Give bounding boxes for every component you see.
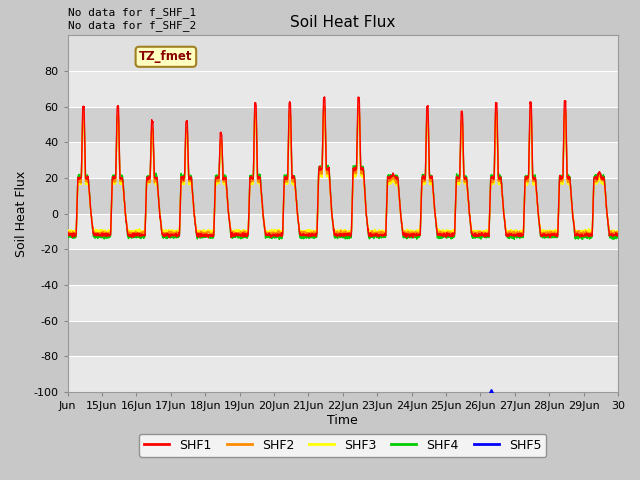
Legend: SHF1, SHF2, SHF3, SHF4, SHF5: SHF1, SHF2, SHF3, SHF4, SHF5: [140, 434, 547, 457]
Text: TZ_fmet: TZ_fmet: [139, 50, 193, 63]
Bar: [68, 249, 618, 285]
Bar: [68, 321, 618, 356]
Bar: [68, 356, 618, 392]
Bar: [68, 178, 618, 214]
Bar: [68, 285, 618, 321]
Bar: [68, 214, 618, 249]
Bar: [68, 71, 618, 107]
Title: Soil Heat Flux: Soil Heat Flux: [290, 15, 396, 30]
Text: No data for f_SHF_1
No data for f_SHF_2: No data for f_SHF_1 No data for f_SHF_2: [68, 7, 196, 31]
Y-axis label: Soil Heat Flux: Soil Heat Flux: [15, 170, 28, 257]
Bar: [68, 107, 618, 142]
Bar: [68, 142, 618, 178]
X-axis label: Time: Time: [328, 414, 358, 427]
